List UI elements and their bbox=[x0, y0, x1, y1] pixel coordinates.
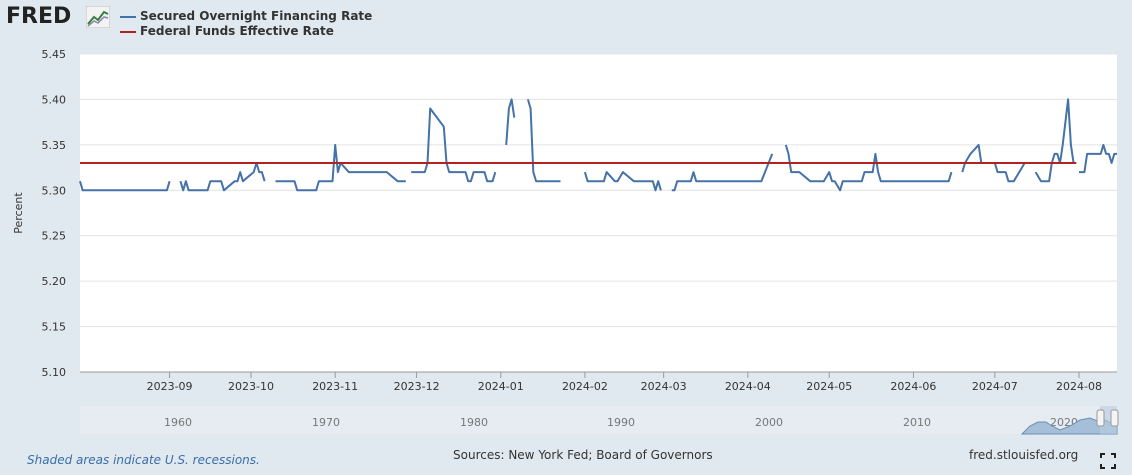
legend-swatch-effr bbox=[120, 30, 136, 33]
x-axis-ticks: 2023-09 2023-10 2023-11 2023-12 2024-01 2024-… bbox=[147, 372, 1102, 393]
navigator-year-label: 1970 bbox=[312, 416, 340, 429]
y-axis-label: Percent bbox=[12, 192, 25, 234]
x-tick-label: 2023-10 bbox=[228, 380, 274, 393]
fred-graph-icon bbox=[86, 6, 110, 28]
legend-label-sofr: Secured Overnight Financing Rate bbox=[140, 9, 373, 23]
date-navigator[interactable]: 1960 1970 1980 1990 2000 2010 2020 bbox=[80, 406, 1119, 435]
x-tick-label: 2023-12 bbox=[394, 380, 440, 393]
x-tick-label: 2024-05 bbox=[806, 380, 852, 393]
sources-text: Sources: New York Fed; Board of Governor… bbox=[453, 448, 713, 462]
line-chart: 5.10 5.15 5.20 5.25 5.30 5.35 5.40 5.45 Percent… bbox=[12, 48, 1119, 435]
fred-logo-text: FRED bbox=[6, 4, 72, 29]
plot-area bbox=[80, 54, 1117, 372]
legend-item-sofr[interactable]: Secured Overnight Financing Rate bbox=[120, 9, 372, 24]
y-tick-label: 5.45 bbox=[42, 48, 67, 61]
x-tick-label: 2023-11 bbox=[312, 380, 358, 393]
y-axis-ticks: 5.10 5.15 5.20 5.25 5.30 5.35 5.40 5.45 bbox=[42, 48, 67, 379]
navigator-year-label: 1980 bbox=[460, 416, 488, 429]
x-tick-label: 2024-01 bbox=[478, 380, 524, 393]
y-tick-label: 5.25 bbox=[42, 230, 67, 243]
navigator-year-label: 1960 bbox=[164, 416, 192, 429]
x-tick-label: 2024-02 bbox=[562, 380, 608, 393]
legend-item-effr[interactable]: Federal Funds Effective Rate bbox=[120, 24, 334, 39]
x-tick-label: 2024-07 bbox=[972, 380, 1018, 393]
y-tick-label: 5.15 bbox=[42, 321, 67, 334]
navigator-year-label: 2000 bbox=[755, 416, 783, 429]
y-tick-label: 5.30 bbox=[42, 184, 67, 197]
navigator-handle-right[interactable] bbox=[1110, 409, 1119, 427]
series-lines bbox=[79, 98, 1117, 192]
x-tick-label: 2024-04 bbox=[725, 380, 771, 393]
x-tick-label: 2024-06 bbox=[890, 380, 936, 393]
recession-note: Shaded areas indicate U.S. recessions. bbox=[27, 453, 260, 467]
fred-url-link[interactable]: fred.stlouisfed.org bbox=[969, 448, 1079, 462]
legend-swatch-sofr bbox=[120, 15, 136, 18]
x-tick-label: 2024-08 bbox=[1056, 380, 1102, 393]
y-tick-label: 5.40 bbox=[42, 93, 67, 106]
chart-header: FRED Secured Overnight Financing Rate Fe… bbox=[0, 0, 1132, 44]
legend-label-effr: Federal Funds Effective Rate bbox=[140, 24, 334, 38]
navigator-year-label: 2010 bbox=[903, 416, 931, 429]
navigator-year-label: 1990 bbox=[607, 416, 635, 429]
navigator-background bbox=[80, 406, 1117, 434]
y-tick-label: 5.20 bbox=[42, 275, 67, 288]
x-tick-label: 2024-03 bbox=[641, 380, 687, 393]
navigator-handle-left[interactable] bbox=[1096, 409, 1105, 427]
x-tick-label: 2023-09 bbox=[147, 380, 193, 393]
fullscreen-icon[interactable] bbox=[1100, 453, 1116, 469]
y-tick-label: 5.35 bbox=[42, 139, 67, 152]
fred-logo[interactable]: FRED bbox=[6, 4, 116, 34]
y-tick-label: 5.10 bbox=[42, 366, 67, 379]
navigator-labels: 1960 1970 1980 1990 2000 2010 2020 bbox=[164, 416, 1078, 429]
